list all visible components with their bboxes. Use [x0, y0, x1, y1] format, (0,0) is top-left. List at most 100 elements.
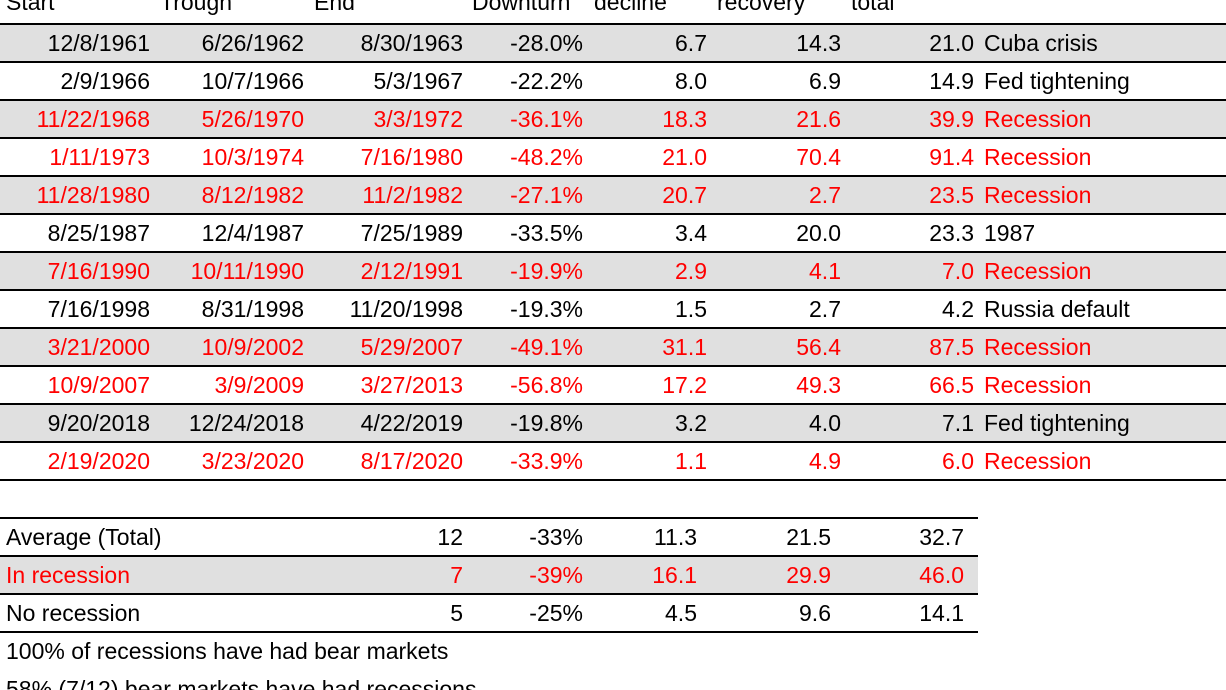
- cell-cause: Fed tightening: [984, 68, 1130, 94]
- cell-recovery: 56.4: [796, 334, 841, 360]
- cell-trough: 10/9/2002: [201, 334, 304, 360]
- cell-decline: 8.0: [675, 68, 707, 94]
- cell-decline: 17.2: [662, 372, 707, 398]
- cell-start: 12/8/1961: [47, 30, 150, 56]
- row-divider: [0, 517, 978, 519]
- row-divider: [0, 251, 1226, 253]
- cell-downturn: -56.8%: [510, 372, 583, 398]
- cell-total: 7.0: [942, 258, 974, 284]
- cell-total: 14.9: [929, 68, 974, 94]
- cell-trough: 3/23/2020: [201, 448, 304, 474]
- cell-trough: 8/12/1982: [201, 182, 304, 208]
- cell-start: 11/22/1968: [36, 106, 150, 132]
- cell-end: 2/12/1991: [360, 258, 463, 284]
- summary-label: In recession: [6, 562, 131, 588]
- cell-total: 7.1: [942, 410, 974, 436]
- header-recovery: recovery: [717, 0, 806, 15]
- table-row: 8/25/1987 12/4/1987 7/25/1989 -33.5% 3.4 20.0…: [0, 214, 1226, 252]
- cell-end: 7/25/1989: [360, 220, 463, 246]
- cell-cause: Recession: [984, 258, 1092, 284]
- cell-start: 9/20/2018: [47, 410, 150, 436]
- row-divider: [0, 593, 978, 595]
- cell-recovery: 4.9: [809, 448, 841, 474]
- note-text: 100% of recessions have had bear markets: [6, 638, 449, 664]
- cell-trough: 12/24/2018: [188, 410, 304, 436]
- cell-cause: Recession: [984, 106, 1092, 132]
- cell-end: 3/27/2013: [360, 372, 463, 398]
- note-row: 100% of recessions have had bear markets: [0, 632, 1226, 670]
- header-decline: decline: [594, 0, 667, 15]
- cell-end: 5/3/1967: [373, 68, 463, 94]
- header-downturn: Downturn: [472, 0, 571, 15]
- cell-trough: 8/31/1998: [201, 296, 304, 322]
- cell-decline: 18.3: [662, 106, 707, 132]
- cell-total: 87.5: [929, 334, 974, 360]
- cell-start: 3/21/2000: [47, 334, 150, 360]
- cell-end: 11/20/1998: [349, 296, 463, 322]
- table-row: 7/16/1998 8/31/1998 11/20/1998 -19.3% 1.5 2.7…: [0, 290, 1226, 328]
- header-end: End: [314, 0, 355, 15]
- row-divider: [0, 213, 1226, 215]
- cell-decline: 3.4: [675, 220, 707, 246]
- cell-start: 11/28/1980: [36, 182, 150, 208]
- row-divider: [0, 61, 1226, 63]
- cell-start: 7/16/1998: [47, 296, 150, 322]
- row-divider: [0, 137, 1226, 139]
- cell-cause: Cuba crisis: [984, 30, 1098, 56]
- row-divider: [0, 327, 1226, 329]
- row-divider: [0, 403, 1226, 405]
- cell-recovery: 20.0: [796, 220, 841, 246]
- summary-count: 12: [437, 524, 463, 550]
- table-row: 9/20/2018 12/24/2018 4/22/2019 -19.8% 3.2 4.0…: [0, 404, 1226, 442]
- cell-cause: Recession: [984, 182, 1092, 208]
- summary-recovery: 21.5: [786, 524, 831, 550]
- summary-total: 46.0: [919, 562, 964, 588]
- cell-recovery: 21.6: [796, 106, 841, 132]
- table-row: 10/9/2007 3/9/2009 3/27/2013 -56.8% 17.2 49.3…: [0, 366, 1226, 404]
- cell-total: 23.5: [929, 182, 974, 208]
- cell-cause: Recession: [984, 334, 1092, 360]
- cell-total: 39.9: [929, 106, 974, 132]
- cell-cause: Recession: [984, 144, 1092, 170]
- cell-downturn: -36.1%: [510, 106, 583, 132]
- cell-end: 3/3/1972: [373, 106, 463, 132]
- cell-end: 8/17/2020: [360, 448, 463, 474]
- row-divider: [0, 479, 1226, 481]
- note-text: 58% (7/12) bear markets have had recessi…: [6, 676, 477, 690]
- header-total: total: [851, 0, 895, 15]
- cell-end: 4/22/2019: [360, 410, 463, 436]
- cell-recovery: 14.3: [796, 30, 841, 56]
- cell-downturn: -19.9%: [510, 258, 583, 284]
- cell-trough: 3/9/2009: [214, 372, 304, 398]
- note-row: 58% (7/12) bear markets have had recessi…: [0, 670, 1226, 690]
- summary-downturn: -33%: [529, 524, 583, 550]
- summary-label: No recession: [6, 600, 141, 626]
- cell-start: 7/16/1990: [47, 258, 150, 284]
- header-start: Start: [6, 0, 55, 15]
- cell-downturn: -22.2%: [510, 68, 583, 94]
- cell-cause: 1987: [984, 220, 1036, 246]
- cell-total: 4.2: [942, 296, 974, 322]
- summary-downturn: -25%: [529, 600, 583, 626]
- cell-end: 7/16/1980: [360, 144, 463, 170]
- row-divider: [0, 99, 1226, 101]
- cell-total: 23.3: [929, 220, 974, 246]
- cell-recovery: 2.7: [809, 182, 841, 208]
- cell-recovery: 4.0: [809, 410, 841, 436]
- cell-downturn: -28.0%: [510, 30, 583, 56]
- cell-end: 8/30/1963: [360, 30, 463, 56]
- summary-decline: 16.1: [652, 562, 697, 588]
- summary-count: 5: [450, 600, 463, 626]
- cell-recovery: 6.9: [809, 68, 841, 94]
- cell-trough: 10/11/1990: [190, 258, 304, 284]
- cell-downturn: -19.3%: [510, 296, 583, 322]
- summary-recovery: 9.6: [799, 600, 831, 626]
- cell-recovery: 49.3: [796, 372, 841, 398]
- cell-cause: Recession: [984, 448, 1092, 474]
- cell-total: 6.0: [942, 448, 974, 474]
- cell-decline: 1.5: [675, 296, 707, 322]
- summary-decline: 11.3: [653, 524, 697, 550]
- row-divider: [0, 23, 1226, 25]
- summary-downturn: -39%: [529, 562, 583, 588]
- cell-cause: Recession: [984, 372, 1092, 398]
